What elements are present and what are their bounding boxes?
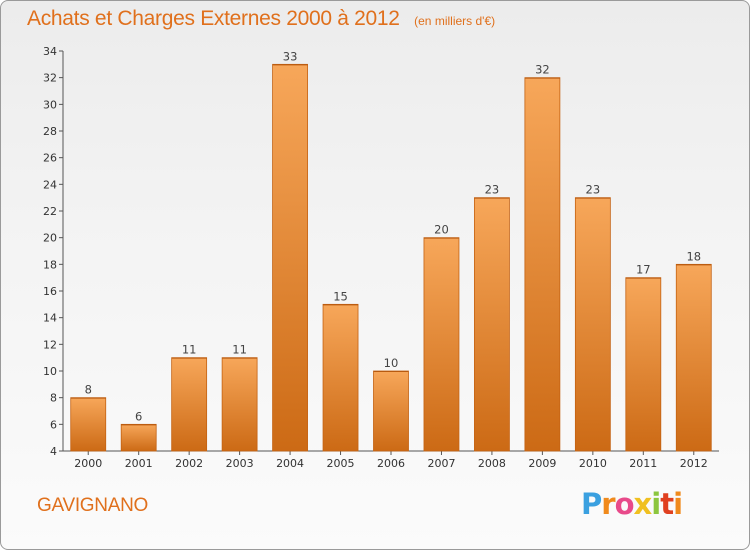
y-tick-label: 6 (50, 418, 57, 431)
data-label: 23 (586, 183, 601, 197)
y-tick-label: 22 (43, 205, 57, 218)
y-tick-label: 16 (43, 285, 57, 298)
data-label: 8 (85, 383, 92, 397)
y-tick-label: 24 (43, 178, 57, 191)
bar-2001 (120, 423, 157, 452)
x-tick-label: 2012 (680, 457, 708, 470)
data-label: 6 (135, 409, 142, 423)
y-tick-label: 32 (43, 72, 57, 85)
data-label: 32 (535, 63, 550, 77)
proxiti-logo: Proxiti (581, 487, 683, 521)
logo-letter: P (581, 487, 602, 521)
y-tick-label: 30 (43, 98, 57, 111)
bar-2007 (423, 237, 460, 452)
bar-2000 (70, 397, 107, 452)
bar-2009 (524, 77, 561, 452)
labels: 8 6 11 11 33 15 10 20 23 32 23 17 18 (85, 49, 702, 423)
y-tick-label: 10 (43, 365, 57, 378)
x-tick-label: 2003 (226, 457, 254, 470)
x-tick-label: 2010 (579, 457, 607, 470)
logo-letter: i (673, 487, 683, 521)
data-label: 11 (232, 343, 247, 357)
y-tick-label: 28 (43, 125, 57, 138)
chart-subtitle: (en milliers d'€) (414, 14, 496, 28)
bar-2006 (373, 370, 409, 452)
bars (70, 63, 712, 452)
x-tick-label: 2007 (427, 457, 455, 470)
data-label: 18 (686, 249, 701, 263)
x-tick-label: 2006 (377, 457, 405, 470)
x-tick-label: 2011 (629, 457, 657, 470)
logo-letter: t (660, 487, 674, 521)
bar-2004 (272, 63, 308, 452)
y-tick-label: 12 (43, 338, 57, 351)
y-tick-label: 14 (43, 312, 57, 325)
y-tick-label: 34 (43, 45, 57, 58)
logo-letter: x (633, 487, 653, 521)
bar-2002 (171, 357, 208, 452)
data-label: 17 (636, 263, 651, 277)
logo-letter: o (614, 487, 635, 521)
y-tick-label: 4 (50, 445, 57, 458)
y-tick-label: 8 (50, 392, 57, 405)
data-label: 10 (384, 356, 399, 370)
commune-name: GAVIGNANO (37, 495, 148, 516)
bar-2010 (574, 197, 611, 452)
y-tick-label: 18 (43, 258, 57, 271)
y-tick-label: 26 (43, 152, 57, 165)
bar-2012 (675, 263, 712, 452)
bar-2003 (221, 357, 258, 452)
x-tick-label: 2001 (125, 457, 153, 470)
x-tick-label: 2008 (478, 457, 506, 470)
bar-2008 (474, 197, 510, 452)
x-tick-label: 2000 (74, 457, 102, 470)
x-tick-label: 2002 (175, 457, 203, 470)
data-label: 15 (333, 289, 348, 303)
logo-letter: i (651, 487, 661, 521)
bar-2005 (322, 303, 359, 452)
data-label: 33 (283, 49, 298, 63)
data-label: 23 (485, 183, 500, 197)
data-label: 20 (434, 223, 449, 237)
chart-title-area: Achats et Charges Externes 2000 à 2012 (… (27, 7, 495, 31)
x-tick-label: 2009 (528, 457, 556, 470)
x-tick-label: 2004 (276, 457, 304, 470)
chart-title: Achats et Charges Externes 2000 à 2012 (27, 7, 400, 30)
bar-2011 (625, 277, 662, 452)
x-tick-label: 2005 (327, 457, 355, 470)
logo-letter: r (601, 487, 615, 521)
data-label: 11 (182, 343, 197, 357)
y-tick-label: 20 (43, 232, 57, 245)
